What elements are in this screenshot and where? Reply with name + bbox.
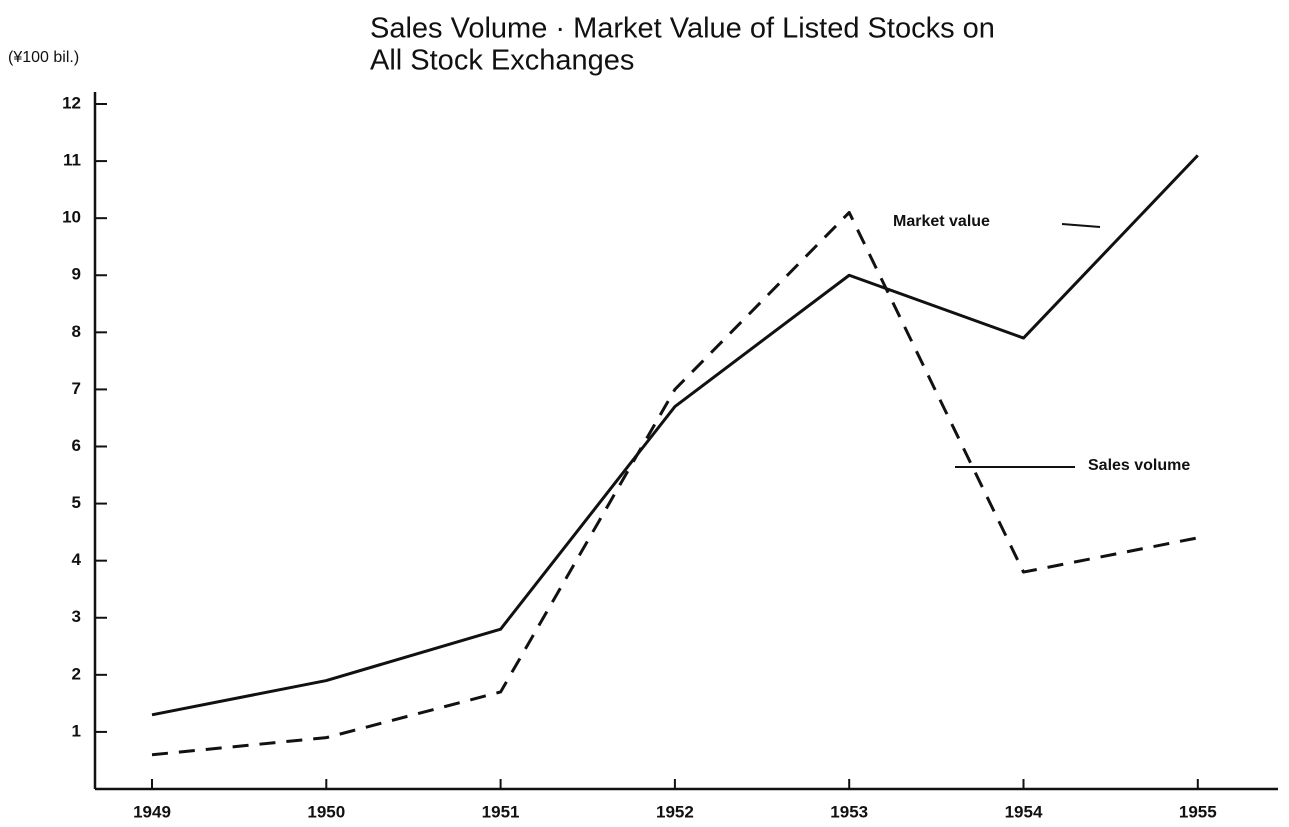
y-tick-label: 6 bbox=[72, 436, 81, 455]
series-line bbox=[151, 210, 1199, 757]
legend-label: Market value bbox=[893, 213, 990, 230]
x-tick-label: 1953 bbox=[830, 802, 868, 821]
x-tick-label: 1951 bbox=[482, 802, 520, 821]
y-tick-label: 8 bbox=[72, 322, 81, 341]
y-tick-label: 10 bbox=[62, 208, 81, 227]
x-tick-label: 1950 bbox=[307, 802, 345, 821]
chart-title: All Stock Exchanges bbox=[370, 45, 634, 77]
legend-label: Sales volume bbox=[1088, 457, 1190, 474]
y-tick-label: 9 bbox=[72, 265, 81, 284]
x-tick-label: 1954 bbox=[1005, 802, 1043, 821]
series-line bbox=[151, 154, 1199, 717]
x-tick-label: 1952 bbox=[656, 802, 694, 821]
y-tick-label: 11 bbox=[63, 151, 81, 170]
y-tick-label: 1 bbox=[72, 721, 81, 740]
leader-line bbox=[1061, 223, 1101, 228]
y-tick-label: 4 bbox=[72, 550, 82, 569]
chart-title: Sales Volume · Market Value of Listed St… bbox=[370, 13, 995, 45]
y-tick-label: 3 bbox=[72, 607, 81, 626]
x-tick-label: 1955 bbox=[1179, 802, 1217, 821]
x-tick-label: 1949 bbox=[133, 802, 171, 821]
y-tick-label: 5 bbox=[72, 493, 81, 512]
y-tick-label: 7 bbox=[72, 379, 81, 398]
y-tick-label: 2 bbox=[72, 664, 81, 683]
y-axis-label: (¥100 bil.) bbox=[8, 49, 79, 66]
y-tick-label: 12 bbox=[62, 93, 81, 112]
